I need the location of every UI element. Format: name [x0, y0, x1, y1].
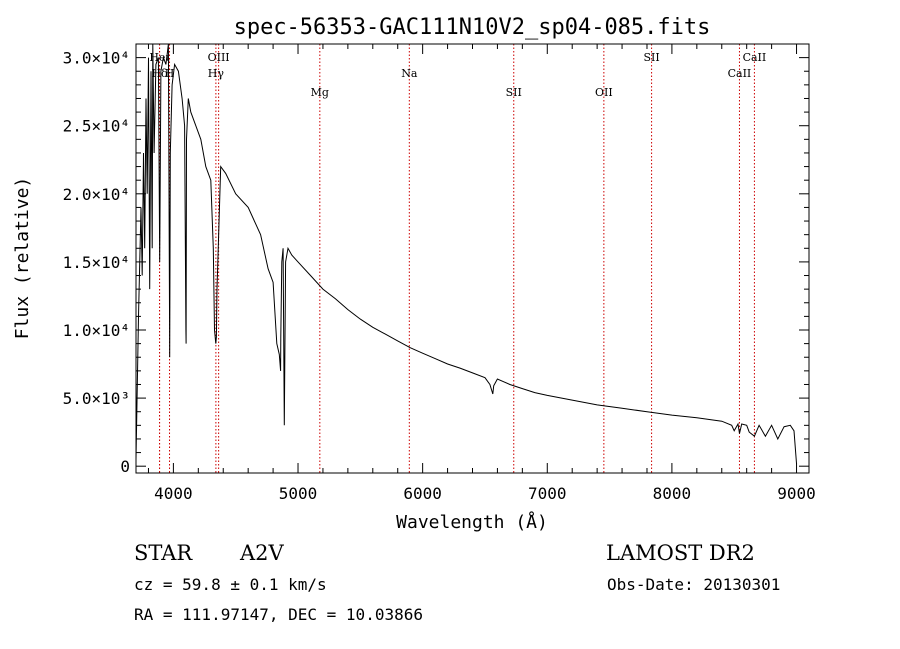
y-axis-label: Flux (relative) — [12, 177, 33, 340]
spectral-line-label: SII — [643, 51, 659, 64]
x-tick-label: 7000 — [528, 484, 567, 503]
x-tick-label: 9000 — [777, 484, 816, 503]
spectral-line-label: OII — [595, 86, 613, 99]
spectral-line-label: CaII — [728, 67, 752, 80]
x-axis-label: Wavelength (Å) — [396, 511, 548, 533]
survey-name: LAMOST DR2 — [606, 541, 755, 565]
chart-title: spec-56353-GAC111N10V2_sp04-085.fits — [234, 15, 711, 40]
y-tick-label: 1.0×10⁴ — [63, 321, 130, 340]
object-class: STAR — [134, 541, 193, 565]
observation-date: Obs-Date: 20130301 — [607, 575, 780, 594]
x-axis-ticks: 4000 5000 6000 7000 8000 9000 — [147, 44, 816, 503]
y-tick-label: 5.0×10³ — [63, 389, 130, 408]
y-tick-label: 3.0×10⁴ — [63, 49, 130, 68]
redshift-cz: cz = 59.8 ± 0.1 km/s — [134, 575, 327, 594]
spectral-line-label: Hγ — [208, 67, 225, 80]
spectral-line-label: Mg — [311, 86, 329, 99]
spectral-line-label: OIII — [208, 51, 230, 64]
y-tick-label: 1.5×10⁴ — [63, 253, 130, 272]
spectral-line-label: Na — [401, 67, 418, 80]
y-tick-label: 0 — [120, 457, 130, 476]
plot-frame — [135, 43, 810, 474]
ra-dec: RA = 111.97147, DEC = 10.03866 — [134, 605, 423, 624]
object-subclass: A2V — [239, 541, 285, 565]
x-tick-label: 5000 — [279, 484, 318, 503]
x-tick-label: 8000 — [653, 484, 692, 503]
y-tick-label: 2.0×10⁴ — [63, 185, 130, 204]
spectrum-series-line — [135, 43, 797, 464]
y-axis-ticks: 0 5.0×10³ 1.0×10⁴ 1.5×10⁴ 2.0×10⁴ 2.5×10⁴ 3.0×… — [63, 49, 809, 476]
x-tick-label: 6000 — [403, 484, 442, 503]
x-tick-label: 4000 — [154, 484, 193, 503]
y-tick-label: 2.5×10⁴ — [63, 117, 130, 136]
spectral-line-label: H — [165, 67, 175, 80]
spectral-line-label: CaII — [743, 51, 767, 64]
spectral-line-label: SII — [506, 86, 522, 99]
